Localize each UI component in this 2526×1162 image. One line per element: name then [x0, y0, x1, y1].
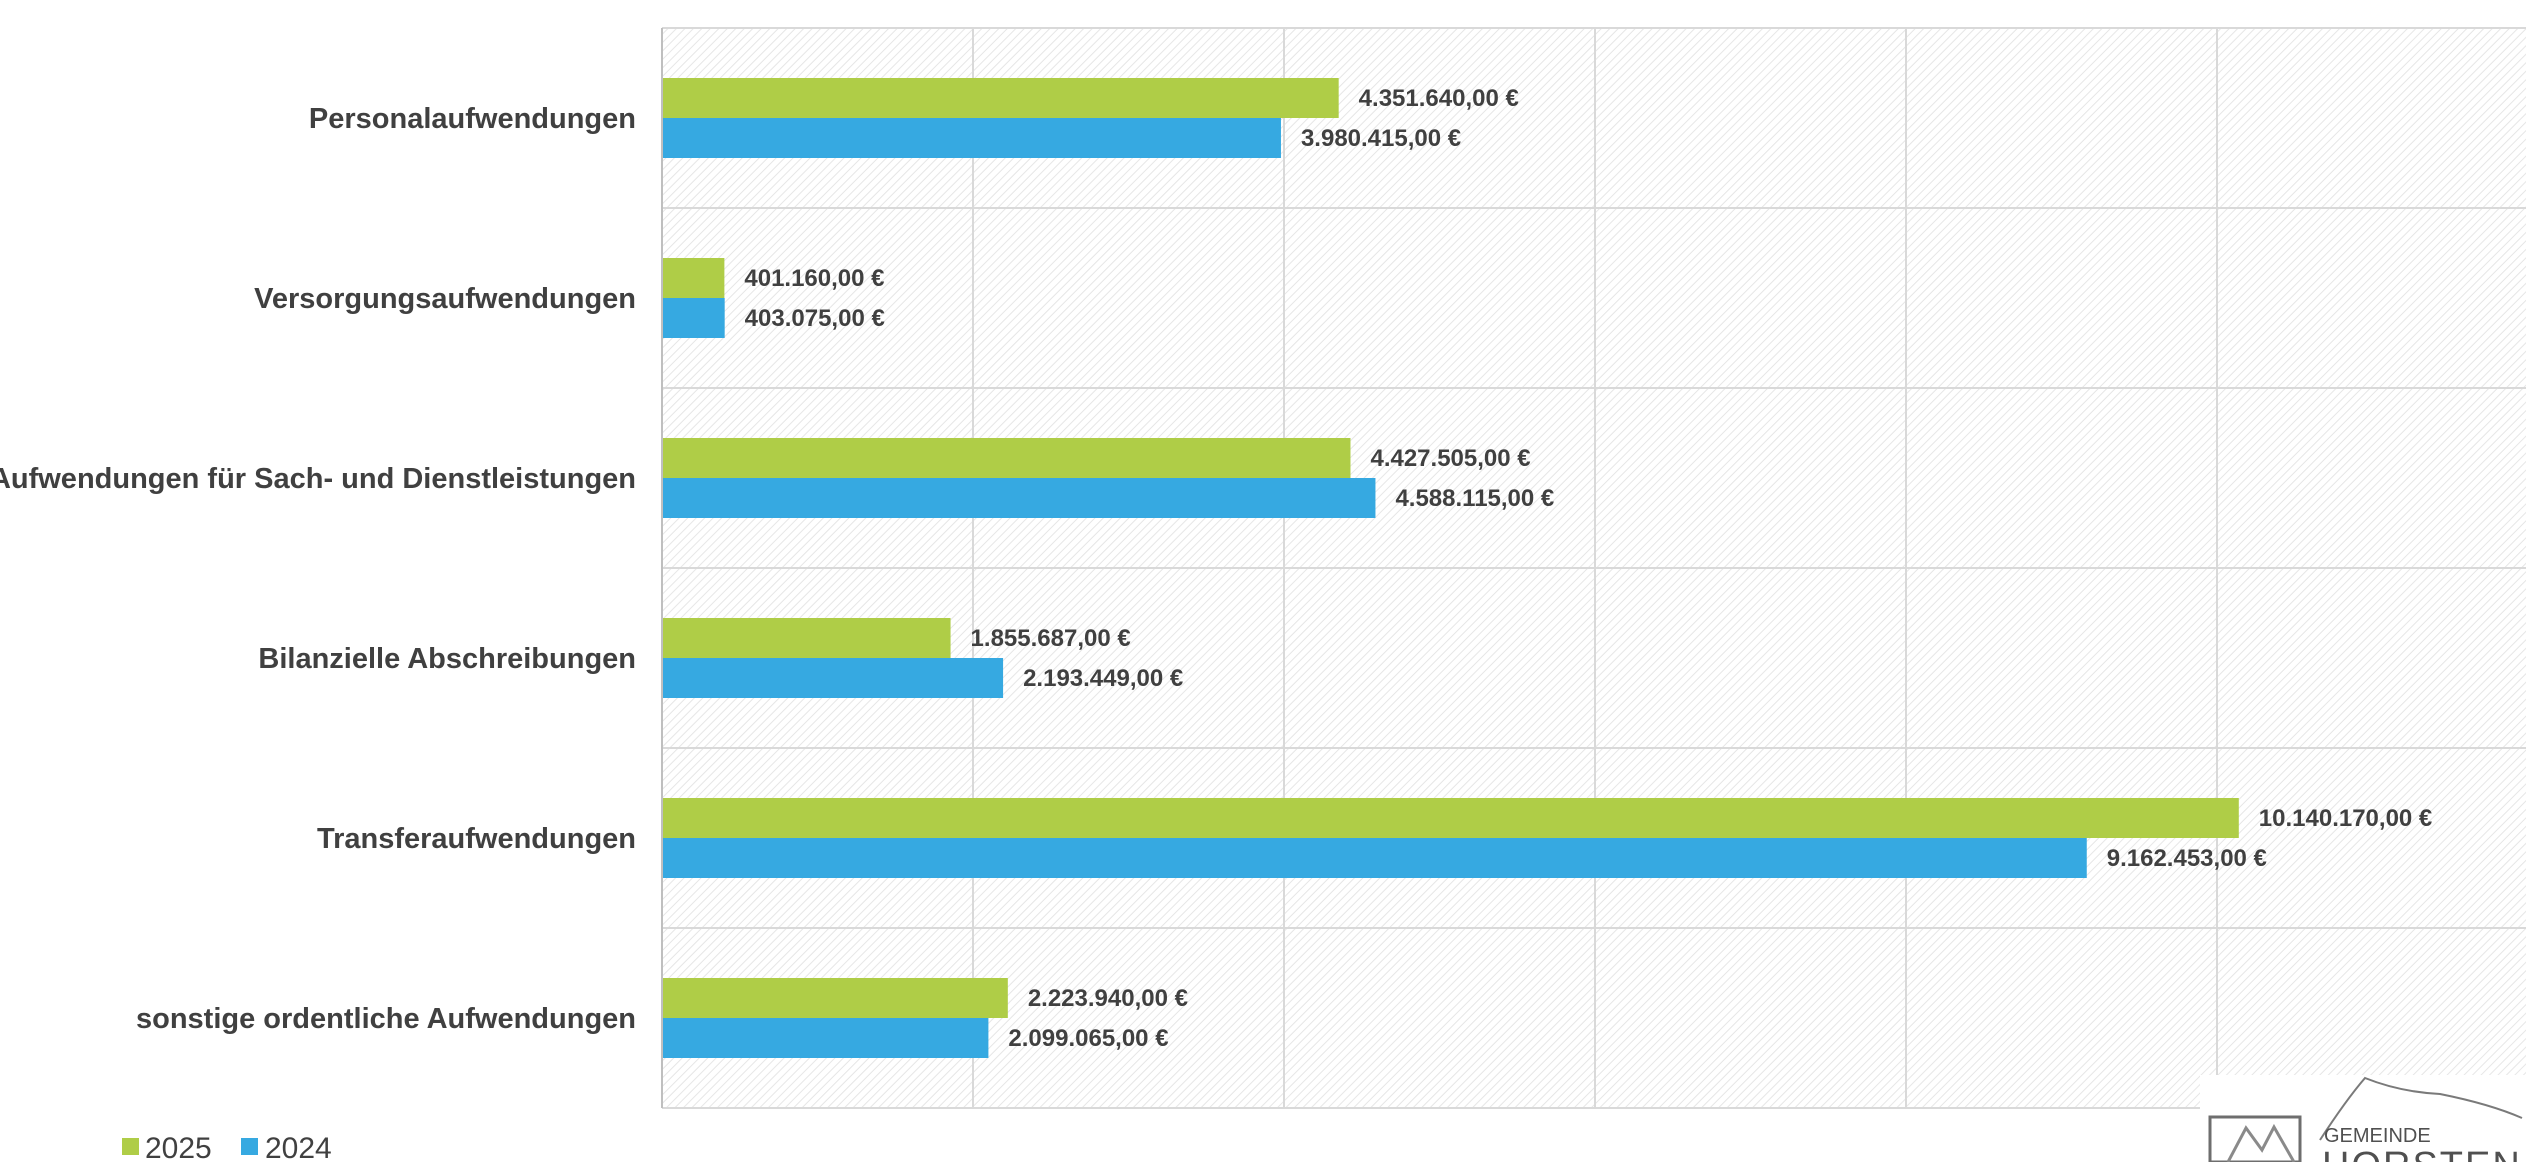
category-label: Versorgungsaufwendungen	[254, 283, 636, 315]
data-label-2025: 2.223.940,00 €	[1028, 985, 1188, 1012]
data-label-2025: 4.427.505,00 €	[1370, 445, 1530, 472]
legend-swatch-2024	[241, 1138, 258, 1155]
bar-2024	[662, 1018, 988, 1058]
category-label: Bilanzielle Abschreibungen	[258, 643, 636, 675]
logo-name: HORSTEN	[2322, 1145, 2522, 1162]
bar-2024	[662, 298, 725, 338]
bar-2025	[662, 798, 2239, 838]
category-label: Aufwendungen für Sach- und Dienstleistun…	[0, 463, 636, 495]
bar-2024	[662, 478, 1375, 518]
bar-2025	[662, 438, 1350, 478]
category-label: sonstige ordentliche Aufwendungen	[136, 1003, 636, 1035]
data-label-2024: 403.075,00 €	[745, 305, 885, 332]
category-labels: Personalaufwendungen Versorgungsaufwendun…	[0, 103, 636, 1035]
legend-swatch-2025	[122, 1138, 139, 1155]
data-label-2024: 3.980.415,00 €	[1301, 125, 1461, 152]
legend-label-2024: 2024	[265, 1132, 332, 1162]
data-label-2024: 2.193.449,00 €	[1023, 665, 1183, 692]
legend-label-2025: 2025	[145, 1132, 212, 1162]
data-label-2024: 2.099.065,00 €	[1008, 1025, 1168, 1052]
bar-2025	[662, 978, 1008, 1018]
data-label-2025: 1.855.687,00 €	[971, 625, 1131, 652]
bar-2025	[662, 618, 951, 658]
data-label-2025: 10.140.170,00 €	[2259, 805, 2433, 832]
legend: 2025 2024	[122, 1132, 332, 1162]
data-label-2024: 9.162.453,00 €	[2107, 845, 2267, 872]
category-label: Transferaufwendungen	[317, 823, 636, 855]
data-label-2024: 4.588.115,00 €	[1395, 485, 1554, 512]
category-label: Personalaufwendungen	[309, 103, 636, 135]
data-label-2025: 4.351.640,00 €	[1359, 85, 1519, 112]
bar-2024	[662, 118, 1281, 158]
logo-prefix: GEMEINDE	[2324, 1125, 2431, 1147]
bar-2025	[662, 258, 724, 298]
bar-2025	[662, 78, 1339, 118]
bar-2024	[662, 838, 2087, 878]
logo: GEMEINDE HORSTEN	[2200, 1075, 2526, 1162]
data-label-2025: 401.160,00 €	[744, 265, 884, 292]
bar-2024	[662, 658, 1003, 698]
